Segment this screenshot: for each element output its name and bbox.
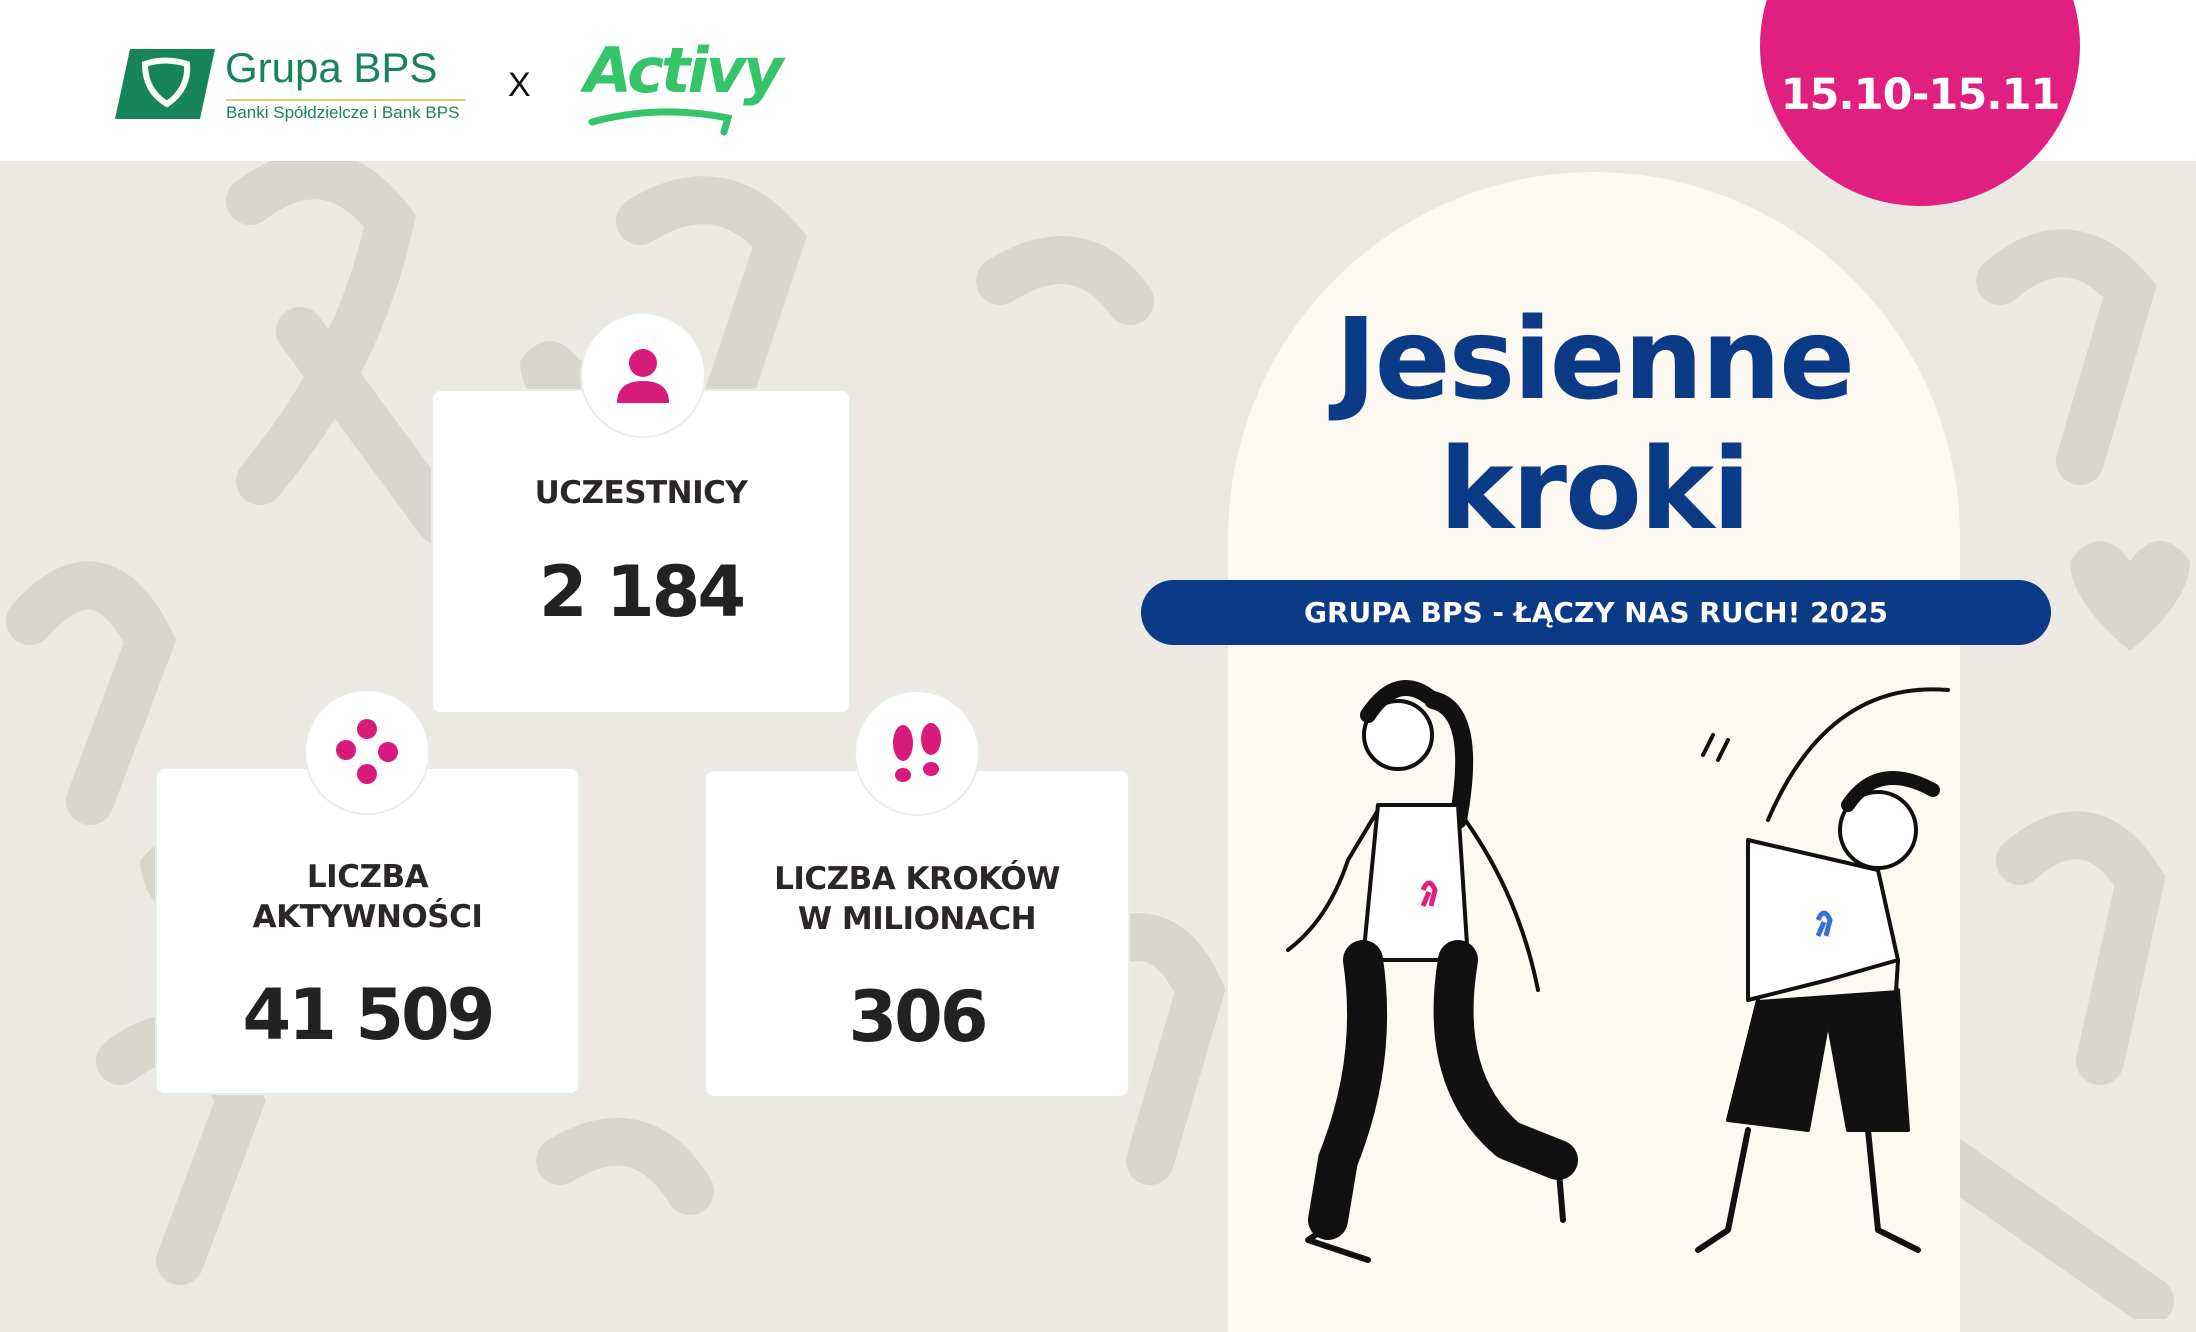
stat-value: 41 509 bbox=[242, 974, 496, 1056]
stat-card-activities: LICZBA AKTYWNOŚCI 41 509 bbox=[155, 767, 580, 1095]
hero-banner: GRUPA BPS - ŁĄCZY NAS RUCH! 2025 bbox=[1141, 580, 2051, 645]
bps-logo-mark bbox=[115, 49, 215, 119]
bps-logo-name: Grupa BPS bbox=[225, 44, 438, 91]
stat-icon-circle bbox=[580, 312, 706, 438]
separator: X bbox=[508, 66, 531, 104]
stat-label-line: AKTYWNOŚCI bbox=[252, 899, 483, 935]
bps-logo-subtitle: Banki Spółdzielcze i Bank BPS bbox=[226, 103, 460, 122]
bps-logo-divider bbox=[226, 99, 466, 101]
stat-icon-circle bbox=[304, 689, 430, 815]
exercising-people-illustration bbox=[1286, 680, 1950, 1263]
date-range: 15.10-15.11 bbox=[1780, 70, 2061, 120]
footprints-icon bbox=[893, 723, 941, 782]
stat-label: UCZESTNICY bbox=[534, 475, 748, 511]
stat-card-participants: UCZESTNICY 2 184 bbox=[431, 389, 851, 714]
stat-label-line: LICZBA bbox=[306, 859, 429, 895]
stat-label-line: LICZBA KROKÓW bbox=[774, 861, 1060, 897]
stat-card-steps: LICZBA KROKÓW W MILIONACH 306 bbox=[704, 769, 1130, 1098]
stat-label-line: W MILIONACH bbox=[797, 901, 1037, 937]
hero-title-line1: Jesienne bbox=[1334, 295, 1855, 425]
hero-title-line2: kroki bbox=[1439, 425, 1751, 555]
stat-value: 2 184 bbox=[538, 551, 746, 633]
person-icon bbox=[617, 349, 669, 403]
stat-label: LICZBA KROKÓW W MILIONACH bbox=[706, 859, 1128, 939]
stat-value: 306 bbox=[848, 976, 988, 1058]
activy-logo: Activy bbox=[584, 34, 784, 107]
stat-icon-circle bbox=[854, 690, 980, 816]
stat-label: LICZBA AKTYWNOŚCI bbox=[157, 857, 578, 937]
dots-icon bbox=[336, 719, 398, 784]
activy-logo-swoosh bbox=[588, 108, 733, 136]
